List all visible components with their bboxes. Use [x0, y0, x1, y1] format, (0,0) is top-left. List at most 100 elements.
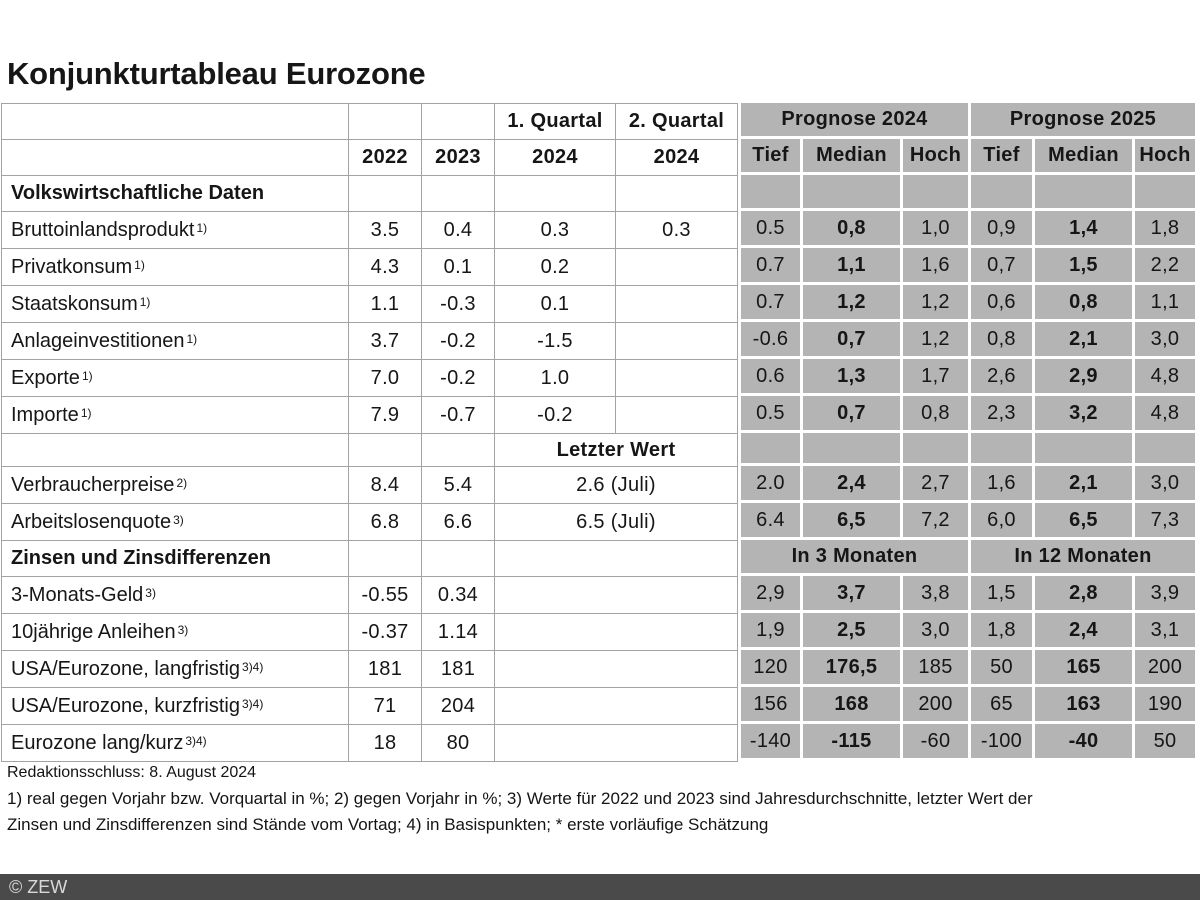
forecast-row: In 3 Monaten In 12 Monaten	[741, 540, 1198, 576]
value-cell: 1.14	[422, 614, 495, 651]
value-cell	[1135, 175, 1198, 211]
value-cell: 50	[1135, 724, 1198, 761]
value-cell: 4,8	[1135, 359, 1198, 396]
value-cell: 4.3	[349, 249, 422, 286]
value-cell: 1,6	[903, 248, 971, 285]
value-cell: 3,9	[1135, 576, 1198, 613]
table-left: 1. Quartal 2. Quartal 2022 2023 2024 2024 Volk…	[1, 103, 738, 762]
value-cell	[422, 104, 495, 140]
row-label: Eurozone lang/kurz 3)4)	[2, 725, 349, 762]
value-cell	[803, 175, 903, 211]
value-cell: 3.7	[349, 323, 422, 360]
value-cell	[803, 433, 903, 466]
row-label: Staatskonsum 1)	[2, 286, 349, 323]
value-cell: 0,8	[971, 322, 1035, 359]
value-cell: 3.5	[349, 212, 422, 249]
header-cell: 2023	[422, 140, 495, 176]
value-cell: 0.7	[741, 248, 803, 285]
value-cell	[1035, 175, 1135, 211]
row-label: Anlageinvestitionen 1)	[2, 323, 349, 360]
header-cell: 176,5	[803, 650, 903, 687]
header-cell: 6,5	[803, 503, 903, 540]
value-cell: 1,8	[1135, 211, 1198, 248]
table-row: Privatkonsum 1) 4.3 0.1 0.2	[2, 249, 738, 286]
value-cell: 1,8	[971, 613, 1035, 650]
footer: Redaktionsschluss: 8. August 2024 1) rea…	[7, 764, 1033, 837]
header-cell: 0,7	[803, 396, 903, 433]
value-cell: 8.4	[349, 467, 422, 504]
value-cell: 2,3	[971, 396, 1035, 433]
page-title: Konjunkturtableau Eurozone	[7, 56, 426, 91]
value-cell: 2.0	[741, 466, 803, 503]
value-cell	[422, 176, 495, 212]
value-cell	[741, 175, 803, 211]
value-cell	[741, 433, 803, 466]
value-cell: 1,7	[903, 359, 971, 396]
header-cell: In 3 Monaten	[741, 540, 971, 576]
value-cell: 3,8	[903, 576, 971, 613]
header-cell: Hoch	[1135, 139, 1198, 175]
row-label: Arbeitslosenquote 3)	[2, 504, 349, 541]
header-cell: 2022	[349, 140, 422, 176]
value-cell: 0,8	[903, 396, 971, 433]
forecast-row: Tief Median Hoch Tief Median Hoch	[741, 139, 1198, 175]
value-cell	[495, 577, 738, 614]
value-cell: 2,9	[741, 576, 803, 613]
value-cell: -140	[741, 724, 803, 761]
copyright-label: © ZEW	[9, 876, 68, 897]
row-label: Zinsen und Zinsdifferenzen	[2, 541, 349, 577]
value-cell	[495, 725, 738, 762]
header-cell: Tief	[971, 139, 1035, 175]
value-cell: 0.7	[741, 285, 803, 322]
table-right-forecast: Prognose 2024 Prognose 2025 Tief Median Hoch…	[741, 103, 1198, 761]
header-cell: 2024	[495, 140, 616, 176]
forecast-row: 156 168 200 65 163 190	[741, 687, 1198, 724]
row-label: Volkswirtschaftliche Daten	[2, 176, 349, 212]
header-cell: 2. Quartal	[616, 104, 738, 140]
value-cell: 7.0	[349, 360, 422, 397]
header-cell: 1. Quartal	[495, 104, 616, 140]
value-cell: 6.5 (Juli)	[495, 504, 738, 541]
value-cell: 0.34	[422, 577, 495, 614]
value-cell: 181	[349, 651, 422, 688]
header-cell: 2,1	[1035, 466, 1135, 503]
header-cell: Prognose 2025	[971, 103, 1198, 139]
value-cell: 200	[903, 687, 971, 724]
value-cell: 1,2	[903, 285, 971, 322]
value-cell: 1,2	[903, 322, 971, 359]
row-label: Verbraucherpreise 2)	[2, 467, 349, 504]
value-cell: 0.3	[616, 212, 738, 249]
header-cell: Hoch	[903, 139, 971, 175]
forecast-row: 120 176,5 185 50 165 200	[741, 650, 1198, 687]
header-cell: 168	[803, 687, 903, 724]
value-cell: -0.55	[349, 577, 422, 614]
header-cell: 1,2	[803, 285, 903, 322]
row-label: 10jährige Anleihen 3)	[2, 614, 349, 651]
header-cell: 0,8	[1035, 285, 1135, 322]
value-cell: 120	[741, 650, 803, 687]
value-cell: -100	[971, 724, 1035, 761]
value-cell: 3,0	[1135, 322, 1198, 359]
forecast-row: 0.7 1,1 1,6 0,7 1,5 2,2	[741, 248, 1198, 285]
value-cell	[495, 651, 738, 688]
value-cell	[903, 433, 971, 466]
value-cell: 0.1	[495, 286, 616, 323]
forecast-row	[741, 433, 1198, 466]
header-cell: 2024	[616, 140, 738, 176]
table-row: Verbraucherpreise 2) 8.4 5.4 2.6 (Juli)	[2, 467, 738, 504]
row-label: Bruttoinlandsprodukt 1)	[2, 212, 349, 249]
table-row: USA/Eurozone, langfristig 3)4) 181 181	[2, 651, 738, 688]
value-cell: 0.2	[495, 249, 616, 286]
row-label: USA/Eurozone, langfristig 3)4)	[2, 651, 349, 688]
value-cell: 1,1	[1135, 285, 1198, 322]
value-cell: 185	[903, 650, 971, 687]
forecast-row: -140 -115 -60 -100 -40 50	[741, 724, 1198, 761]
value-cell: 65	[971, 687, 1035, 724]
value-cell: 6.8	[349, 504, 422, 541]
value-cell	[616, 176, 738, 212]
value-cell	[2, 434, 349, 467]
header-cell: 1,1	[803, 248, 903, 285]
value-cell: 5.4	[422, 467, 495, 504]
value-cell: 200	[1135, 650, 1198, 687]
value-cell: 50	[971, 650, 1035, 687]
